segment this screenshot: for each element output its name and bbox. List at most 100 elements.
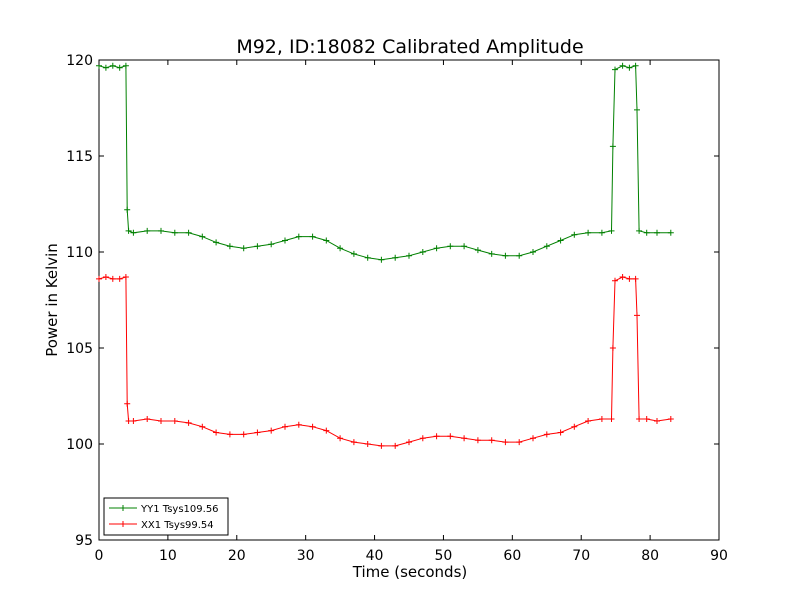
data-point-xx1 — [632, 275, 639, 282]
y-tick-label: 95 — [75, 533, 93, 549]
data-point-xx1 — [268, 427, 275, 434]
data-point-yy1 — [406, 252, 412, 259]
data-point-xx1 — [171, 418, 178, 424]
data-point-xx1 — [337, 435, 344, 442]
y-tick-label: 120 — [66, 53, 93, 69]
data-point-yy1 — [557, 237, 564, 244]
ticks-layer: 0 10 20 30 40 50 60 70 80 90 95 100 105 110 115 120 — [66, 53, 728, 564]
data-point-xx1 — [643, 416, 650, 422]
data-point-yy1 — [585, 229, 592, 236]
data-point-xx1 — [571, 423, 578, 430]
data-point-xx1 — [323, 427, 330, 434]
data-point-yy1 — [378, 256, 385, 263]
y-axis-label: Power in Kelvin — [43, 243, 61, 357]
data-point-yy1 — [199, 233, 206, 240]
data-point-yy1 — [543, 243, 550, 250]
data-point-xx1 — [585, 418, 592, 424]
data-point-xx1 — [419, 435, 426, 442]
data-point-xx1 — [626, 275, 633, 282]
data-point-yy1 — [337, 245, 344, 252]
legend-entry-xx1: XX1 Tsys99.54 — [109, 520, 214, 531]
chart-legend: YY1 Tsys109.56 XX1 Tsys99.54 — [103, 497, 229, 536]
data-point-yy1 — [282, 237, 288, 244]
chart-title: M92, ID:18082 Calibrated Amplitude — [236, 36, 583, 58]
data-point-xx1 — [254, 429, 261, 436]
data-point-xx1 — [461, 435, 468, 442]
legend-label-yy1: YY1 Tsys109.56 — [140, 504, 219, 515]
x-tick-label: 50 — [435, 548, 453, 564]
data-point-yy1 — [654, 229, 660, 236]
data-point-xx1 — [116, 275, 123, 282]
x-tick-label: 40 — [366, 548, 384, 564]
data-point-yy1 — [144, 227, 151, 234]
data-point-yy1 — [122, 62, 129, 69]
data-point-xx1 — [608, 416, 615, 422]
data-point-yy1 — [516, 252, 523, 259]
data-point-yy1 — [632, 62, 639, 69]
data-point-yy1 — [102, 64, 109, 71]
data-point-yy1 — [634, 106, 640, 113]
data-point-yy1 — [667, 229, 674, 236]
data-point-xx1 — [144, 416, 151, 422]
data-point-xx1 — [122, 274, 129, 280]
data-point-yy1 — [171, 229, 178, 236]
y-tick-label: 105 — [66, 341, 93, 357]
data-point-yy1 — [116, 64, 123, 71]
data-point-yy1 — [447, 243, 454, 250]
data-point-xx1 — [636, 416, 643, 422]
data-point-xx1 — [447, 433, 454, 440]
data-point-yy1 — [109, 62, 116, 69]
data-point-xx1 — [634, 312, 640, 319]
data-point-xx1 — [350, 439, 357, 446]
data-point-xx1 — [502, 439, 509, 446]
data-point-xx1 — [226, 431, 233, 438]
data-point-yy1 — [392, 254, 399, 261]
x-tick-label: 60 — [503, 548, 521, 564]
data-point-xx1 — [240, 431, 247, 438]
data-point-xx1 — [378, 442, 385, 449]
data-point-xx1 — [124, 400, 131, 407]
data-point-xx1 — [295, 421, 302, 428]
data-point-xx1 — [109, 275, 116, 282]
data-point-yy1 — [364, 254, 371, 261]
data-point-yy1 — [433, 245, 440, 252]
data-point-xx1 — [474, 437, 481, 444]
data-point-xx1 — [364, 441, 371, 447]
plot-frame — [98, 59, 720, 541]
data-point-yy1 — [502, 252, 509, 259]
data-point-yy1 — [158, 227, 164, 234]
data-point-yy1 — [350, 250, 357, 257]
data-point-xx1 — [406, 439, 412, 446]
data-point-yy1 — [461, 243, 468, 250]
plot-area: 0 10 20 30 40 50 60 70 80 90 95 100 105 110 115 120 — [66, 53, 728, 564]
data-point-yy1 — [254, 243, 261, 250]
x-axis-label: Time (seconds) — [352, 563, 468, 581]
data-point-yy1 — [619, 62, 626, 69]
data-point-xx1 — [488, 437, 495, 444]
data-point-yy1 — [130, 229, 137, 236]
legend-marker-yy1 — [120, 505, 126, 511]
legend-entry-yy1: YY1 Tsys109.56 — [109, 504, 219, 515]
data-point-xx1 — [185, 419, 192, 426]
x-tick-label: 10 — [159, 548, 177, 564]
y-tick-label: 100 — [66, 437, 93, 453]
data-point-xx1 — [199, 423, 206, 430]
data-point-yy1 — [124, 206, 131, 213]
x-tick-label: 90 — [710, 548, 728, 564]
data-point-yy1 — [643, 229, 650, 236]
data-point-xx1 — [667, 416, 674, 422]
data-point-yy1 — [323, 237, 330, 244]
data-point-xx1 — [130, 418, 137, 424]
data-point-xx1 — [543, 431, 550, 438]
legend-label-xx1: XX1 Tsys99.54 — [141, 520, 214, 531]
y-tick-label: 115 — [66, 149, 93, 165]
data-point-xx1 — [309, 423, 316, 430]
data-point-yy1 — [185, 229, 192, 236]
data-point-yy1 — [571, 231, 578, 238]
data-point-yy1 — [598, 229, 605, 236]
data-point-yy1 — [612, 66, 618, 73]
data-point-xx1 — [654, 418, 660, 424]
x-tick-label: 70 — [572, 548, 590, 564]
